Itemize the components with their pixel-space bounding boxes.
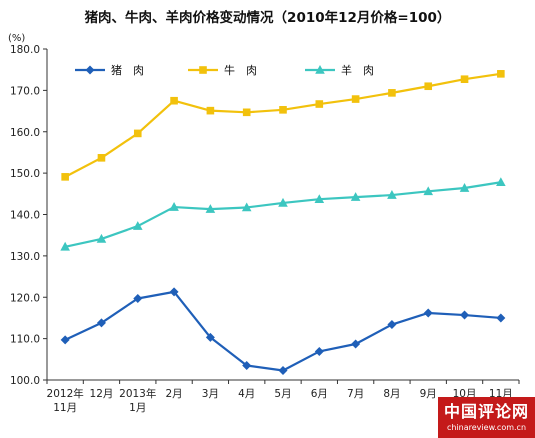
data-point-2	[423, 186, 434, 196]
data-point-2	[241, 202, 252, 212]
x-tick-label: 3月	[202, 388, 219, 400]
data-point-2	[169, 202, 179, 211]
data-point-1	[133, 129, 142, 138]
x-tick-label: 2012年	[47, 387, 84, 400]
watermark-url: chinareview.com.cn	[446, 423, 527, 432]
series-line-0	[64, 290, 501, 372]
data-point-0	[169, 287, 179, 297]
data-point-0	[314, 346, 324, 356]
series-line-2	[64, 181, 502, 248]
data-point-1	[388, 89, 396, 97]
data-point-2	[278, 197, 288, 207]
data-point-0	[60, 335, 70, 345]
data-point-1	[497, 70, 505, 78]
data-point-1	[97, 154, 106, 162]
legend-marker-0	[85, 65, 95, 75]
data-point-1	[460, 75, 469, 84]
data-point-2	[459, 183, 470, 192]
y-axis-unit: (%)	[8, 33, 26, 44]
data-point-2	[496, 177, 506, 187]
data-point-0	[133, 293, 143, 303]
x-tick-label: 12月	[90, 388, 114, 400]
data-point-0	[460, 310, 470, 320]
data-point-2	[205, 204, 216, 213]
legend-marker-2	[315, 65, 325, 74]
y-tick-label: 110.0	[10, 334, 40, 346]
watermark-title: 中国评论网	[443, 402, 529, 421]
x-tick-label: 9月	[420, 388, 437, 400]
legend-marker-1	[199, 66, 207, 74]
chart-title: 猪肉、牛肉、羊肉价格变动情况（2010年12月价格=100）	[84, 10, 451, 26]
legend-label-0: 猪 肉	[111, 64, 144, 77]
y-tick-label: 120.0	[10, 292, 40, 304]
data-point-2	[350, 192, 361, 201]
data-point-1	[279, 106, 287, 114]
y-tick-label: 170.0	[10, 85, 40, 97]
watermark-logo: 中国评论网 chinareview.com.cn	[438, 397, 535, 438]
data-point-0	[387, 320, 397, 330]
data-point-2	[96, 233, 107, 243]
y-tick-label: 100.0	[10, 375, 40, 387]
x-tick-label: 4月	[238, 388, 255, 400]
x-tick-label: 11月	[53, 402, 77, 414]
data-point-2	[132, 221, 143, 230]
data-point-1	[242, 108, 251, 117]
data-point-1	[315, 100, 324, 108]
data-point-0	[496, 313, 506, 323]
x-tick-label: 6月	[311, 388, 328, 400]
data-point-0	[96, 318, 106, 328]
data-point-0	[205, 332, 215, 342]
legend-label-2: 羊 肉	[341, 63, 374, 77]
y-tick-label: 140.0	[10, 210, 40, 222]
x-tick-label: 5月	[274, 388, 291, 400]
data-point-2	[314, 194, 325, 203]
x-tick-label: 2月	[165, 388, 182, 400]
x-tick-label: 7月	[347, 388, 364, 400]
legend-label-1: 牛 肉	[224, 63, 257, 77]
data-point-1	[170, 96, 178, 105]
y-tick-label: 130.0	[10, 251, 40, 263]
y-tick-label: 160.0	[10, 127, 40, 139]
data-point-1	[61, 173, 69, 181]
data-point-0	[278, 365, 288, 375]
x-tick-label: 8月	[383, 388, 400, 400]
data-point-0	[351, 339, 361, 349]
data-point-2	[60, 241, 70, 251]
data-point-0	[423, 308, 433, 318]
x-tick-label: 2013年	[119, 387, 156, 400]
data-point-1	[351, 95, 360, 103]
y-tick-label: 180.0	[10, 44, 40, 56]
data-point-1	[424, 82, 433, 91]
data-point-2	[387, 190, 397, 199]
x-tick-label: 1月	[129, 402, 146, 414]
data-point-1	[206, 106, 215, 115]
series-line-1	[64, 72, 502, 178]
data-point-0	[242, 361, 252, 371]
y-tick-label: 150.0	[10, 168, 40, 180]
